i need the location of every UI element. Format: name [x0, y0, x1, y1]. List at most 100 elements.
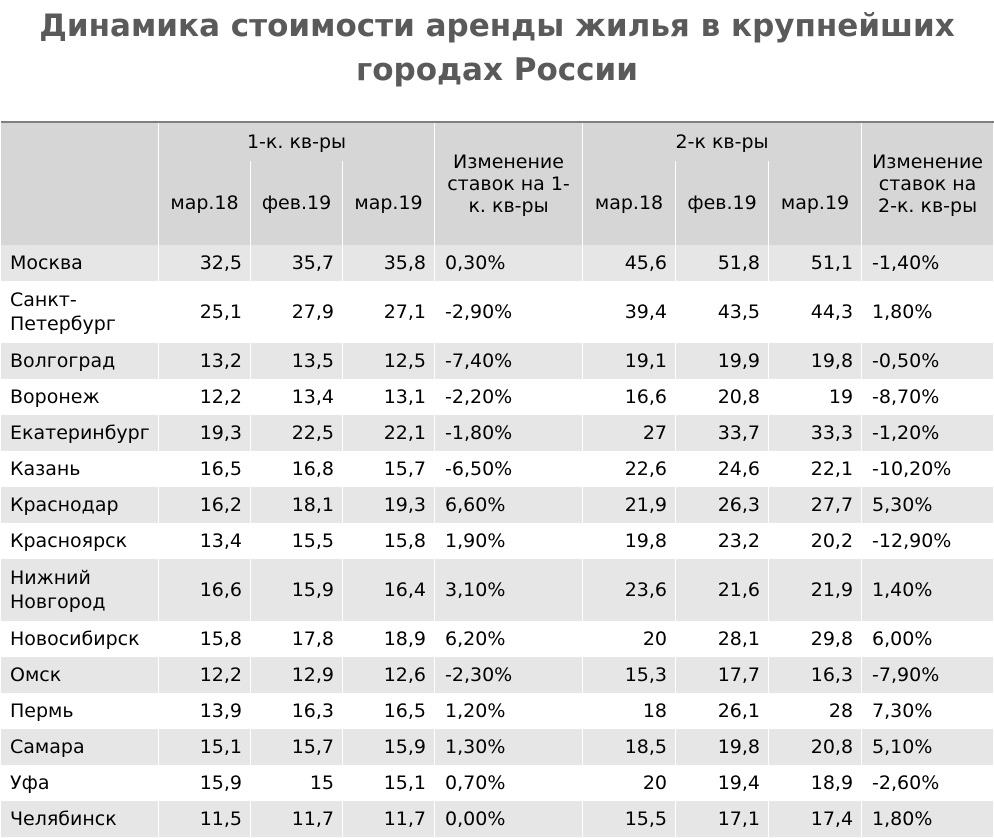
- change-cell: -2,20%: [434, 379, 584, 415]
- value-cell: 27: [582, 415, 677, 451]
- group-header-1room: 1-к. кв-ры: [157, 121, 436, 161]
- value-cell: 19,3: [341, 487, 436, 523]
- change-cell: -1,80%: [434, 415, 584, 451]
- value-cell: 11,7: [341, 801, 436, 837]
- group-header-2room: 2-к кв-ры: [582, 121, 863, 161]
- city-cell: Волгоград: [0, 343, 159, 379]
- period-header: мар.18: [158, 161, 251, 245]
- change-cell: 7,30%: [861, 693, 994, 729]
- change-cell: -1,20%: [861, 415, 994, 451]
- city-cell: Самара: [0, 729, 159, 765]
- change-header-2room: Изменение ставок на 2-к. кв-ры: [861, 121, 994, 245]
- value-cell: 15,5: [582, 801, 677, 837]
- value-cell: 19: [768, 379, 863, 415]
- table-row: Москва 32,5 35,7 35,8 0,30% 45,6 51,8 51,1 -1,40…: [0, 245, 994, 281]
- value-cell: 19,9: [675, 343, 770, 379]
- table-row: Екатеринбург 19,3 22,5 22,1 -1,80% 27 33,7 33,3…: [0, 415, 994, 451]
- value-cell: 27,1: [341, 281, 436, 343]
- city-cell: Челябинск: [0, 801, 159, 837]
- change-cell: 6,20%: [434, 621, 584, 657]
- value-cell: 21,9: [768, 559, 863, 621]
- value-cell: 16,3: [250, 693, 343, 729]
- value-cell: 43,5: [675, 281, 770, 343]
- table-row: Казань 16,5 16,8 15,7 -6,50% 22,6 24,6 22,1 -10,…: [0, 451, 994, 487]
- value-cell: 16,5: [158, 451, 251, 487]
- change-cell: -0,50%: [861, 343, 994, 379]
- value-cell: 16,3: [768, 657, 863, 693]
- change-cell: 1,40%: [861, 559, 994, 621]
- value-cell: 19,8: [582, 523, 677, 559]
- city-cell: Уфа: [0, 765, 159, 801]
- value-cell: 12,2: [158, 657, 251, 693]
- city-cell: Омск: [0, 657, 159, 693]
- value-cell: 22,1: [768, 451, 863, 487]
- table-row: Волгоград 13,2 13,5 12,5 -7,40% 19,1 19,9 19,8-…: [0, 343, 994, 379]
- table-row: Самара 15,1 15,7 15,9 1,30% 18,5 19,8 20,8 5,10%: [0, 729, 994, 765]
- city-cell: Санкт-Петербург: [0, 281, 159, 343]
- value-cell: 13,4: [250, 379, 343, 415]
- value-cell: 32,5: [158, 245, 251, 281]
- table-row: Пермь 13,9 16,3 16,5 1,20% 18 26,1 28 7,30%: [0, 693, 994, 729]
- value-cell: 13,4: [158, 523, 251, 559]
- table-row: Уфа 15,9 15 15,1 0,70% 20 19,4 18,9 -2,60%: [0, 765, 994, 801]
- value-cell: 24,6: [675, 451, 770, 487]
- table-row: Новосибирск 15,8 17,8 18,9 6,20% 20 28,1 29,8 6,…: [0, 621, 994, 657]
- value-cell: 25,1: [158, 281, 251, 343]
- value-cell: 16,8: [250, 451, 343, 487]
- change-cell: 0,00%: [434, 801, 584, 837]
- value-cell: 13,9: [158, 693, 251, 729]
- change-cell: -7,40%: [434, 343, 584, 379]
- value-cell: 15,1: [341, 765, 436, 801]
- value-cell: 16,6: [158, 559, 251, 621]
- value-cell: 18,5: [582, 729, 677, 765]
- table-body: Москва 32,5 35,7 35,8 0,30% 45,6 51,8 51,1 -1,40…: [0, 245, 994, 837]
- value-cell: 39,4: [582, 281, 677, 343]
- value-cell: 12,2: [158, 379, 251, 415]
- change-cell: 0,70%: [434, 765, 584, 801]
- value-cell: 18,9: [341, 621, 436, 657]
- value-cell: 15,8: [158, 621, 251, 657]
- value-cell: 15,1: [158, 729, 251, 765]
- change-cell: -7,90%: [861, 657, 994, 693]
- value-cell: 13,1: [341, 379, 436, 415]
- value-cell: 11,5: [158, 801, 251, 837]
- value-cell: 23,2: [675, 523, 770, 559]
- city-cell: Москва: [0, 245, 159, 281]
- value-cell: 18: [582, 693, 677, 729]
- table-row: Краснодар 16,2 18,1 19,3 6,60% 21,9 26,3 27,7 5,…: [0, 487, 994, 523]
- value-cell: 27,7: [768, 487, 863, 523]
- value-cell: 12,5: [341, 343, 436, 379]
- value-cell: 28: [768, 693, 863, 729]
- change-cell: 1,80%: [861, 801, 994, 837]
- change-cell: 1,20%: [434, 693, 584, 729]
- value-cell: 27,9: [250, 281, 343, 343]
- table-row: Челябинск 11,5 11,7 11,7 0,00% 15,5 17,1 17,4 1,…: [0, 801, 994, 837]
- period-header: мар.19: [341, 161, 436, 245]
- change-cell: -12,90%: [861, 523, 994, 559]
- change-cell: -10,20%: [861, 451, 994, 487]
- change-cell: 6,00%: [861, 621, 994, 657]
- value-cell: 18,9: [768, 765, 863, 801]
- value-cell: 13,2: [158, 343, 251, 379]
- change-cell: -8,70%: [861, 379, 994, 415]
- table-row: Санкт-Петербург 25,1 27,9 27,1 -2,90% 39,4 43,…: [0, 281, 994, 343]
- value-cell: 12,6: [341, 657, 436, 693]
- value-cell: 15: [250, 765, 343, 801]
- value-cell: 13,5: [250, 343, 343, 379]
- value-cell: 15,7: [250, 729, 343, 765]
- value-cell: 19,8: [768, 343, 863, 379]
- change-cell: 1,30%: [434, 729, 584, 765]
- change-cell: 5,10%: [861, 729, 994, 765]
- value-cell: 12,9: [250, 657, 343, 693]
- value-cell: 44,3: [768, 281, 863, 343]
- value-cell: 16,4: [341, 559, 436, 621]
- city-cell: Красноярск: [0, 523, 159, 559]
- value-cell: 26,3: [675, 487, 770, 523]
- city-cell: Воронеж: [0, 379, 159, 415]
- city-cell: Екатеринбург: [0, 415, 159, 451]
- value-cell: 26,1: [675, 693, 770, 729]
- value-cell: 15,5: [250, 523, 343, 559]
- value-cell: 33,3: [768, 415, 863, 451]
- value-cell: 23,6: [582, 559, 677, 621]
- value-cell: 20,2: [768, 523, 863, 559]
